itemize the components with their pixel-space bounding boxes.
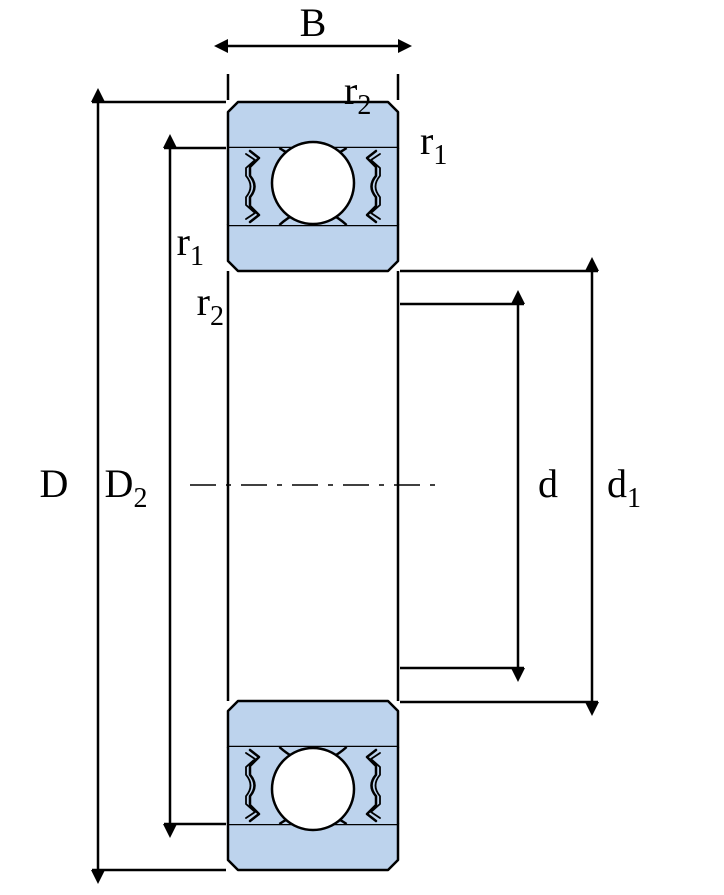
label-D2: D2 (105, 461, 148, 514)
label-r2-bottom: r2 (197, 279, 224, 332)
label-r1-bottom: r1 (177, 219, 204, 272)
bearing-bottom-half (228, 701, 398, 870)
bearing-top-half (228, 102, 398, 271)
label-d: d (538, 461, 558, 506)
label-r1-top: r1 (420, 118, 447, 171)
label-d1: d1 (607, 461, 641, 514)
label-D: D (40, 461, 69, 506)
label-B: B (300, 0, 327, 45)
